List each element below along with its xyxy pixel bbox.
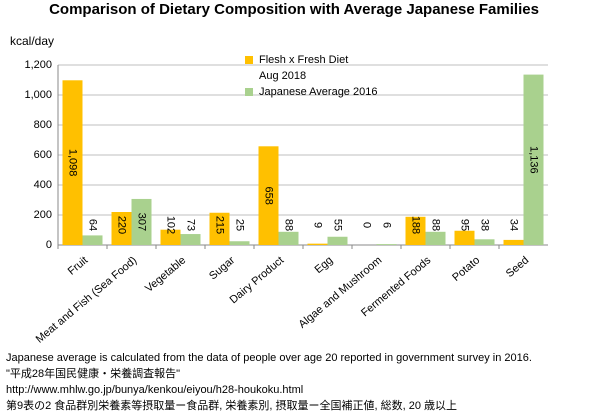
bar (131, 198, 152, 245)
x-tick-label: Meat and Fish (Sea Food) (34, 254, 140, 345)
y-tick-label: 800 (34, 119, 52, 131)
value-label: 215 (214, 216, 226, 234)
legend-item: Japanese Average 2016 (245, 84, 377, 100)
y-tick-label: 1,200 (24, 59, 52, 71)
bar (258, 146, 279, 245)
note: "平成28年国民健康・栄養調査報告" (6, 368, 181, 380)
x-tick-label: Sugar (207, 254, 237, 282)
value-label: 0 (361, 222, 373, 228)
value-label: 95 (459, 219, 471, 231)
value-label: 658 (263, 186, 275, 204)
bar (82, 235, 103, 245)
value-label: 188 (410, 216, 422, 234)
bar (209, 212, 230, 245)
bar (160, 229, 181, 245)
bar (180, 234, 201, 245)
bar (307, 243, 328, 245)
y-axis-label: kcal/day (10, 34, 54, 48)
bar (278, 231, 299, 245)
value-label: 307 (136, 213, 148, 231)
bar (229, 241, 250, 245)
value-label: 1,136 (528, 146, 540, 174)
bar (62, 80, 83, 245)
x-tick-label: Fruit (66, 254, 91, 277)
chart: Comparison of Dietary Composition with A… (10, 1, 548, 346)
note: 第9表の2 食品群別栄養素等摂取量ー食品群, 栄養素別, 摂取量ー全国補正値, … (6, 400, 458, 412)
x-tick-label: Egg (313, 254, 336, 276)
note: Japanese average is calculated from the … (6, 352, 532, 364)
y-tick-label: 200 (34, 209, 52, 221)
y-tick-label: 1,000 (24, 89, 52, 101)
note: http://www.mhlw.go.jp/bunya/kenkou/eiyou… (6, 384, 304, 396)
bar (425, 231, 446, 245)
value-label: 64 (87, 219, 99, 231)
legend-label: Japanese Average 2016 (259, 86, 378, 98)
bar (111, 212, 132, 245)
bar (376, 244, 397, 245)
bar (405, 216, 426, 245)
bar (327, 236, 348, 245)
value-label: 34 (508, 219, 520, 231)
legend-item: Flesh x Fresh Diet Aug 2018 (245, 52, 377, 84)
x-tick-label: Seed (504, 254, 531, 280)
bar (454, 230, 475, 245)
notes: Japanese average is calculated from the … (6, 350, 532, 414)
value-label: 102 (165, 216, 177, 234)
value-label: 220 (116, 216, 128, 234)
x-tick-label: Dairy Product (228, 254, 287, 306)
legend: Flesh x Fresh Diet Aug 2018 Japanese Aver… (245, 52, 377, 100)
bar (474, 239, 495, 245)
x-tick-label: Vegetable (143, 254, 188, 295)
value-label: 25 (234, 219, 246, 231)
value-label: 88 (283, 219, 295, 231)
value-label: 73 (185, 219, 197, 231)
x-tick-label: Potato (450, 254, 482, 284)
value-label: 6 (381, 222, 393, 228)
legend-label: Flesh x Fresh Diet Aug 2018 (259, 54, 349, 82)
value-label: 38 (479, 219, 491, 231)
value-label: 1,098 (67, 149, 79, 177)
chart-title: Comparison of Dietary Composition with A… (49, 1, 539, 18)
bar (503, 239, 524, 245)
y-tick-label: 600 (34, 149, 52, 161)
x-tick-label: Algae and Mushroom (296, 254, 384, 330)
y-tick-label: 400 (34, 179, 52, 191)
legend-swatch (245, 88, 253, 96)
value-label: 88 (430, 219, 442, 231)
bar (523, 74, 544, 245)
y-tick-label: 0 (46, 239, 52, 251)
value-label: 9 (312, 222, 324, 228)
legend-swatch (245, 56, 253, 64)
value-label: 55 (332, 219, 344, 231)
